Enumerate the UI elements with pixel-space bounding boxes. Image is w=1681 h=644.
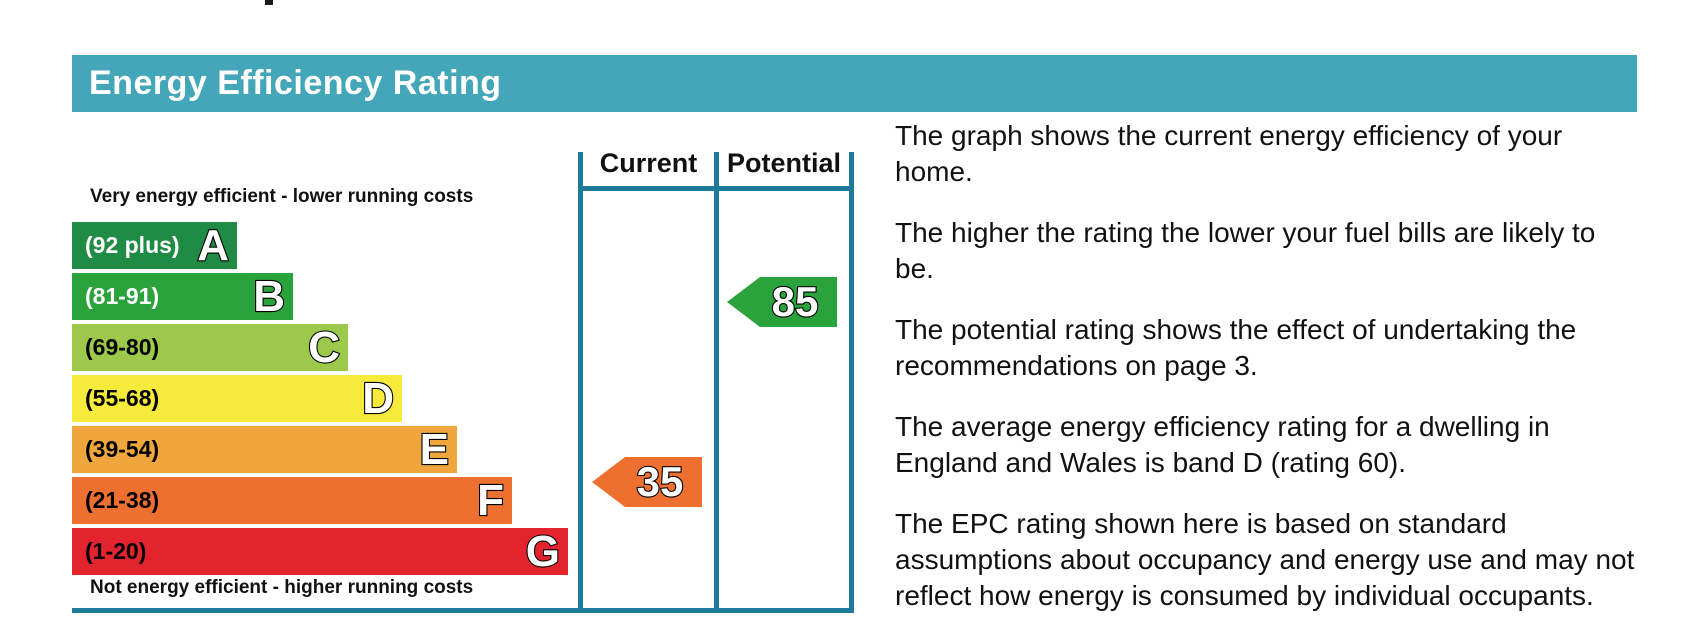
chart-top-label: Very energy efficient - lower running co… bbox=[90, 186, 474, 207]
band-letter: D bbox=[361, 374, 395, 423]
table-header-underline bbox=[578, 186, 854, 191]
band-b: (81-91) B bbox=[72, 272, 293, 321]
band-a: (92 plus) A bbox=[72, 221, 237, 270]
band-letter: F bbox=[476, 476, 505, 525]
band-f: (21-38) F bbox=[72, 476, 512, 525]
paragraph-potential-rating: The potential rating shows the effect of… bbox=[895, 314, 1577, 381]
table-line-middle bbox=[714, 152, 719, 613]
band-range-label: (69-80) bbox=[85, 334, 160, 360]
band-letter: A bbox=[196, 221, 230, 270]
band-range-label: (92 plus) bbox=[85, 232, 180, 258]
paragraph-epc-assumptions: The EPC rating shown here is based on st… bbox=[895, 508, 1635, 611]
band-range-label: (55-68) bbox=[85, 385, 160, 411]
band-c: (69-80) C bbox=[72, 323, 348, 372]
band-range-label: (21-38) bbox=[85, 487, 160, 513]
explanatory-text: The graph shows the current energy effic… bbox=[895, 118, 1637, 639]
band-letter: G bbox=[525, 527, 561, 576]
column-header-current: Current bbox=[599, 148, 698, 178]
section-header-bar: Energy Efficiency Rating bbox=[72, 55, 1637, 112]
band-range-label: (81-91) bbox=[85, 283, 160, 309]
band-e: (39-54) E bbox=[72, 425, 457, 474]
current-rating-value: 35 bbox=[636, 457, 685, 506]
band-d: (55-68) D bbox=[72, 374, 402, 423]
table-line-right bbox=[849, 152, 854, 613]
table-line-left bbox=[578, 152, 583, 613]
band-letter: C bbox=[307, 323, 341, 372]
paragraph-average-rating: The average energy efficiency rating for… bbox=[895, 411, 1550, 478]
band-g: (1-20) G bbox=[72, 527, 568, 576]
chart-bottom-border bbox=[72, 608, 854, 613]
page-artifact-mark bbox=[265, 0, 273, 5]
chart-bottom-label: Not energy efficient - higher running co… bbox=[90, 577, 474, 598]
rating-bands: (92 plus) A (81-91) B (69-80) C (55-68) … bbox=[72, 221, 568, 579]
page-title: Energy Efficiency Rating bbox=[89, 64, 502, 102]
band-letter: E bbox=[419, 425, 451, 474]
column-header-potential: Potential bbox=[726, 148, 841, 178]
potential-rating-value: 85 bbox=[771, 277, 820, 326]
potential-rating-arrow: 85 bbox=[727, 277, 837, 327]
current-rating-arrow: 35 bbox=[592, 457, 702, 507]
paragraph-higher-rating: The higher the rating the lower your fue… bbox=[895, 217, 1596, 284]
band-range-label: (1-20) bbox=[85, 538, 147, 564]
band-range-label: (39-54) bbox=[85, 436, 160, 462]
band-letter: B bbox=[252, 272, 286, 321]
paragraph-graph-shows: The graph shows the current energy effic… bbox=[895, 120, 1563, 187]
